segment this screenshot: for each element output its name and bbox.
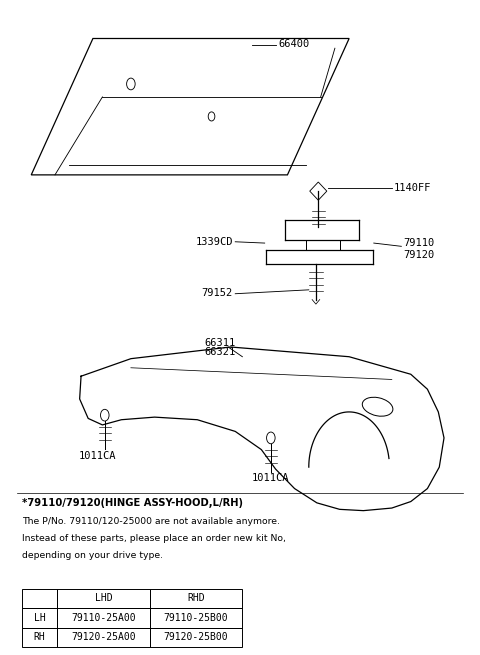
Text: 79120-25A00: 79120-25A00 [72,632,136,643]
Bar [57,627,150,647]
Text: 79110-25A00: 79110-25A00 [72,613,136,623]
Text: 79120-25B00: 79120-25B00 [164,632,228,643]
Bar [22,608,57,627]
Bar [150,627,242,647]
Text: RHD: RHD [187,593,205,603]
Text: 66400: 66400 [278,39,309,49]
Text: 79152: 79152 [202,288,233,298]
Text: The P/No. 79110/120-25000 are not available anymore.: The P/No. 79110/120-25000 are not availa… [22,517,280,526]
Text: 79110-25B00: 79110-25B00 [164,613,228,623]
Bar [150,589,242,608]
Text: LHD: LHD [95,593,112,603]
Bar [22,589,57,608]
Text: 1140FF: 1140FF [394,183,432,193]
Text: 79120: 79120 [404,250,435,260]
Text: 66311: 66311 [204,338,236,348]
Text: 1011CA: 1011CA [252,473,289,483]
Bar [150,608,242,627]
Bar [57,608,150,627]
Text: 66321: 66321 [204,347,236,357]
Text: LH: LH [34,613,46,623]
Text: RH: RH [34,632,46,643]
Bar [22,627,57,647]
Text: 1339CD: 1339CD [195,236,233,247]
Text: 1011CA: 1011CA [79,451,117,461]
Text: Instead of these parts, please place an order new kit No,: Instead of these parts, please place an … [22,534,286,543]
Bar [57,589,150,608]
Text: depending on your drive type.: depending on your drive type. [22,551,163,560]
Text: 79110: 79110 [404,238,435,248]
Text: *79110/79120(HINGE ASSY-HOOD,L/RH): *79110/79120(HINGE ASSY-HOOD,L/RH) [22,498,243,508]
